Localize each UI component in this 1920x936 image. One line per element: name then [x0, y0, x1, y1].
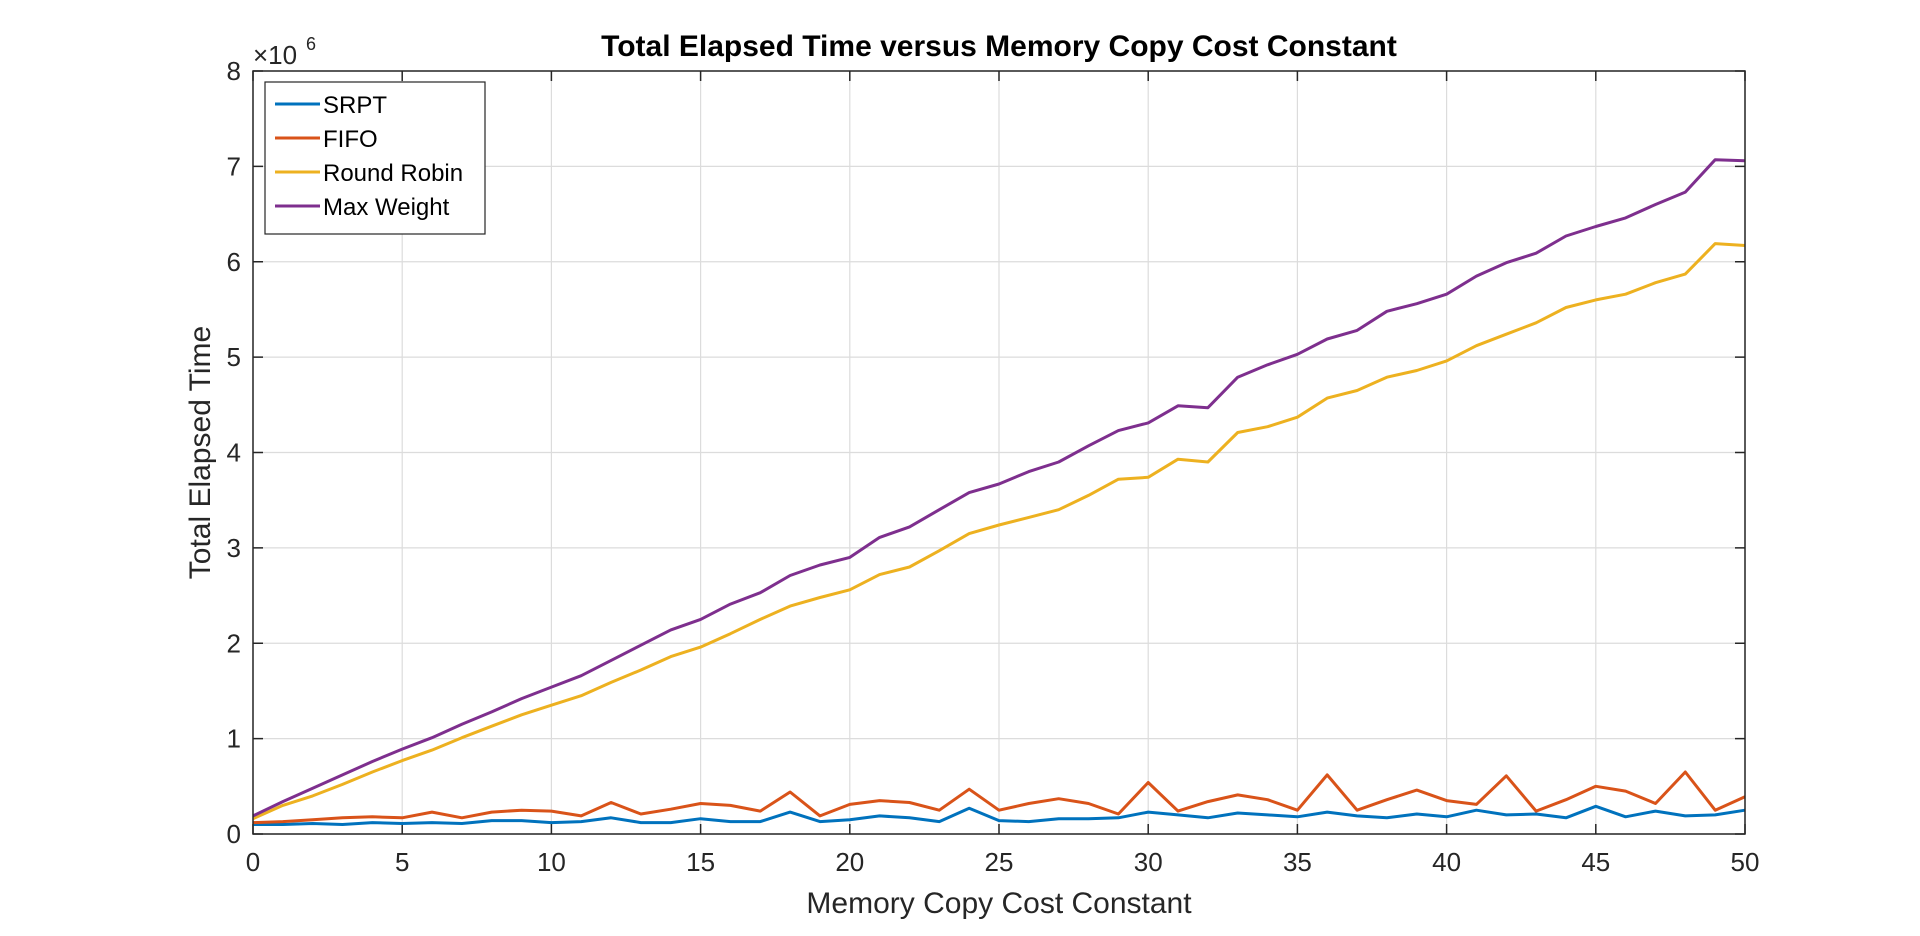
x-tick-label: 30 — [1134, 847, 1163, 877]
x-tick-label: 50 — [1731, 847, 1760, 877]
series-line-srpt — [253, 804, 1746, 826]
x-tick-label: 10 — [537, 847, 566, 877]
x-tick-label: 0 — [246, 847, 260, 877]
legend-label-fifo: FIFO — [323, 126, 378, 153]
x-axis-label: Memory Copy Cost Constant — [806, 887, 1192, 920]
x-tick-label: 5 — [395, 847, 409, 877]
y-tick-label: 2 — [227, 628, 241, 658]
y-tick-label: 3 — [227, 533, 241, 563]
y-tick-label: 5 — [227, 342, 241, 372]
y-axis-label: Total Elapsed Time — [184, 326, 217, 579]
plot-area-frame — [252, 70, 1746, 835]
y-tick-label: 6 — [227, 247, 241, 277]
x-tick-label: 20 — [835, 847, 864, 877]
x-tick-label: 35 — [1283, 847, 1312, 877]
y-tick-label: 1 — [227, 724, 241, 754]
x-tick-label: 15 — [686, 847, 715, 877]
y-exponent-base: ×10 — [253, 40, 297, 70]
legend-label-round-robin: Round Robin — [323, 160, 463, 187]
legend-items: SRPT FIFO Round Robin Max Weight — [275, 92, 463, 221]
y-tick-label: 4 — [227, 438, 241, 468]
y-tick-label: 8 — [227, 56, 241, 86]
y-tick-label: 7 — [227, 151, 241, 181]
series-line-max-weight — [252, 158, 1746, 818]
legend-label-srpt: SRPT — [323, 92, 387, 119]
y-axis-exponent: ×10 6 — [253, 34, 316, 70]
chart-title: Total Elapsed Time versus Memory Copy Co… — [601, 30, 1397, 63]
legend: SRPT FIFO Round Robin Max Weight — [264, 81, 486, 235]
x-tick-label: 40 — [1432, 847, 1461, 877]
series-lines — [252, 158, 1746, 826]
x-tick-label: 25 — [985, 847, 1014, 877]
x-tick-label: 45 — [1581, 847, 1610, 877]
ticks — [252, 70, 1746, 835]
legend-box — [264, 81, 486, 235]
y-exponent-power: 6 — [306, 34, 316, 54]
series-line-fifo — [252, 770, 1746, 825]
series-line-round-robin — [252, 242, 1746, 821]
legend-label-max-weight: Max Weight — [323, 194, 450, 221]
y-tick-label: 0 — [227, 819, 241, 849]
